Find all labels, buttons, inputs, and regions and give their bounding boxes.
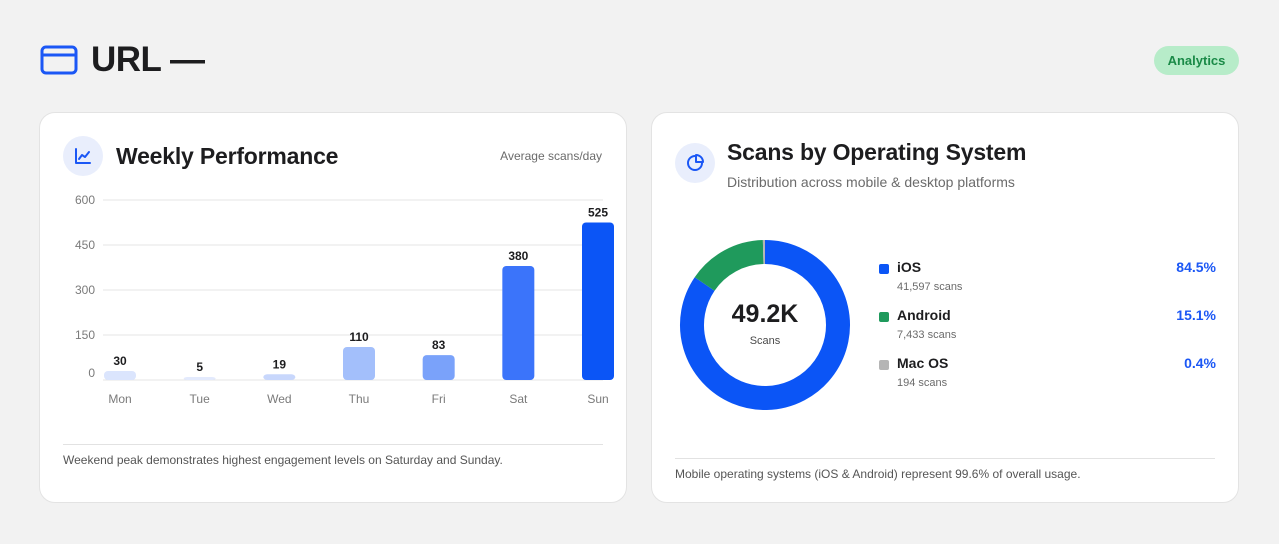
pie-chart-icon — [687, 154, 704, 171]
android-swatch — [879, 312, 889, 322]
os-subtitle: Distribution across mobile & desktop pla… — [727, 174, 1015, 190]
bar-fri[interactable] — [422, 355, 455, 380]
legend-name: Mac OS — [897, 355, 949, 371]
bar-mon[interactable] — [104, 371, 136, 380]
bar-tue[interactable] — [183, 377, 216, 380]
weekly-footnote: Weekend peak demonstrates highest engage… — [63, 453, 503, 467]
bar-value-label: 380 — [508, 249, 528, 263]
bar-value-label: 5 — [196, 360, 203, 374]
y-tick-label: 150 — [75, 328, 95, 342]
page-title: URL — — [91, 40, 205, 79]
legend-count: 41,597 scans — [897, 281, 963, 293]
bar-sat[interactable] — [502, 266, 535, 380]
bar-value-label: 19 — [273, 357, 287, 371]
browser-window-icon — [40, 45, 78, 75]
weekly-bar-chart: 0 150 300 450 600 30 Mon 5 Tue 19 Wed 110 Thu 83 Fri 38… — [75, 193, 614, 406]
weekly-title: Weekly Performance — [116, 143, 339, 169]
macos-swatch — [879, 360, 889, 370]
weekly-divider — [63, 444, 603, 445]
legend-percent: 15.1% — [1176, 307, 1216, 323]
os-title: Scans by Operating System — [727, 139, 1027, 165]
donut-total-label: Scans — [749, 335, 781, 347]
bar-value-label: 525 — [588, 206, 608, 220]
os-icon-wrap — [675, 143, 715, 183]
os-footnote: Mobile operating systems (iOS & Android)… — [675, 467, 1081, 481]
x-tick-label: Tue — [190, 392, 211, 406]
x-tick-label: Sat — [509, 392, 528, 406]
x-tick-label: Thu — [349, 392, 370, 406]
donut-total-value: 49.2K — [731, 300, 799, 328]
bar-value-label: 110 — [349, 330, 369, 344]
donut-slice-ios[interactable] — [680, 240, 850, 410]
y-tick-label: 600 — [75, 193, 95, 207]
bar-sun[interactable] — [582, 222, 614, 381]
legend-count: 194 scans — [897, 377, 948, 389]
donut-slice-android[interactable] — [694, 240, 764, 292]
weekly-meta: Average scans/day — [500, 149, 602, 163]
analytics-badge[interactable]: Analytics — [1154, 46, 1239, 75]
y-tick-label: 300 — [75, 283, 95, 297]
legend-item-macos[interactable]: Mac OS 194 scans 0.4% — [879, 355, 1216, 395]
legend-item-android[interactable]: Android 7,433 scans 15.1% — [879, 307, 1216, 347]
x-tick-label: Sun — [587, 392, 608, 406]
os-divider — [675, 458, 1215, 459]
os-card: Scans by Operating System Distribution a… — [651, 112, 1239, 503]
legend-percent: 84.5% — [1176, 259, 1216, 275]
legend-name: Android — [897, 307, 951, 323]
legend-item-ios[interactable]: iOS 41,597 scans 84.5% — [879, 259, 1216, 299]
line-chart-icon — [75, 148, 91, 164]
x-tick-label: Wed — [267, 392, 291, 406]
legend-count: 7,433 scans — [897, 329, 957, 341]
os-donut-chart — [680, 240, 850, 410]
weekly-performance-card: Weekly Performance Average scans/day 0 15… — [39, 112, 627, 503]
y-tick-label: 0 — [88, 366, 95, 380]
ios-swatch — [879, 264, 889, 274]
bar-wed[interactable] — [263, 374, 296, 380]
y-tick-label: 450 — [75, 238, 95, 252]
weekly-icon-wrap — [63, 136, 103, 176]
bar-value-label: 30 — [113, 354, 127, 368]
bar-thu[interactable] — [343, 347, 375, 380]
x-tick-label: Fri — [432, 392, 446, 406]
bar-value-label: 83 — [432, 338, 446, 352]
legend-name: iOS — [897, 259, 922, 275]
legend-percent: 0.4% — [1184, 355, 1216, 371]
x-tick-label: Mon — [108, 392, 131, 406]
